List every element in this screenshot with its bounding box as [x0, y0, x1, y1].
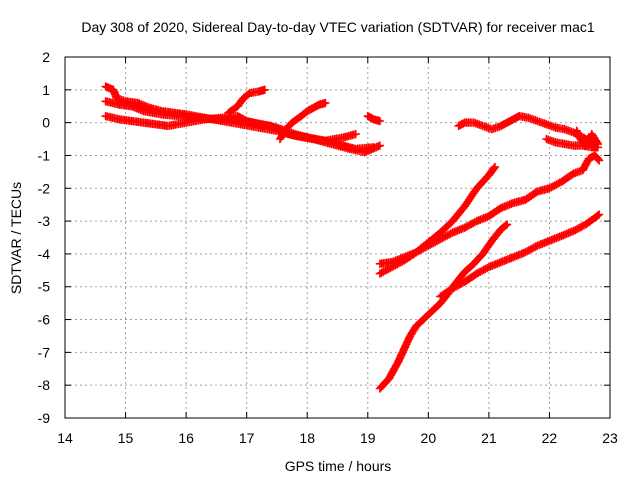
series-track-c: [101, 97, 360, 145]
x-tick-label: 14: [57, 430, 73, 446]
series-track-k: [375, 151, 604, 269]
y-tick-labels: -9 -8 -7 -6 -5 -4 -3 -2 -1 0 1 2: [38, 49, 51, 426]
series-track-i: [572, 126, 603, 150]
x-tick-label: 16: [178, 430, 194, 446]
y-tick-label: -8: [38, 377, 51, 393]
data-series: [101, 82, 604, 393]
x-tick-label: 18: [299, 430, 315, 446]
x-tick-labels: 14 15 16 17 18 19 20 21 22 23: [57, 430, 618, 446]
y-tick-label: 1: [42, 82, 50, 98]
y-tick-label: 0: [42, 115, 50, 131]
x-tick-label: 22: [542, 430, 558, 446]
series-track-g: [454, 111, 603, 149]
y-tick-label: -5: [38, 279, 51, 295]
series-track-l: [375, 220, 512, 393]
y-tick-label: -6: [38, 312, 51, 328]
x-axis-label: GPS time / hours: [285, 458, 392, 474]
x-tick-label: 17: [239, 430, 255, 446]
series-track-f: [363, 111, 385, 126]
x-tick-label: 23: [602, 430, 618, 446]
y-tick-label: -3: [38, 213, 51, 229]
y-tick-label: 2: [42, 49, 50, 65]
plot-frame: [64, 56, 611, 419]
axis-ticks: [64, 56, 611, 419]
grid-lines: [65, 57, 610, 418]
series-track-m: [436, 210, 604, 301]
y-tick-label: -4: [38, 246, 51, 262]
x-tick-label: 19: [360, 430, 376, 446]
y-tick-label: -7: [38, 344, 51, 360]
y-tick-label: -9: [38, 410, 51, 426]
x-tick-label: 15: [118, 430, 134, 446]
series-track-e: [275, 98, 330, 144]
x-tick-label: 20: [421, 430, 437, 446]
series-track-d: [224, 85, 270, 118]
y-axis-label: SDTVAR / TECUs: [8, 182, 24, 294]
x-tick-label: 21: [481, 430, 497, 446]
y-tick-label: -2: [38, 180, 51, 196]
chart-title: Day 308 of 2020, Sidereal Day-to-day VTE…: [81, 19, 594, 35]
y-tick-label: -1: [38, 147, 51, 163]
